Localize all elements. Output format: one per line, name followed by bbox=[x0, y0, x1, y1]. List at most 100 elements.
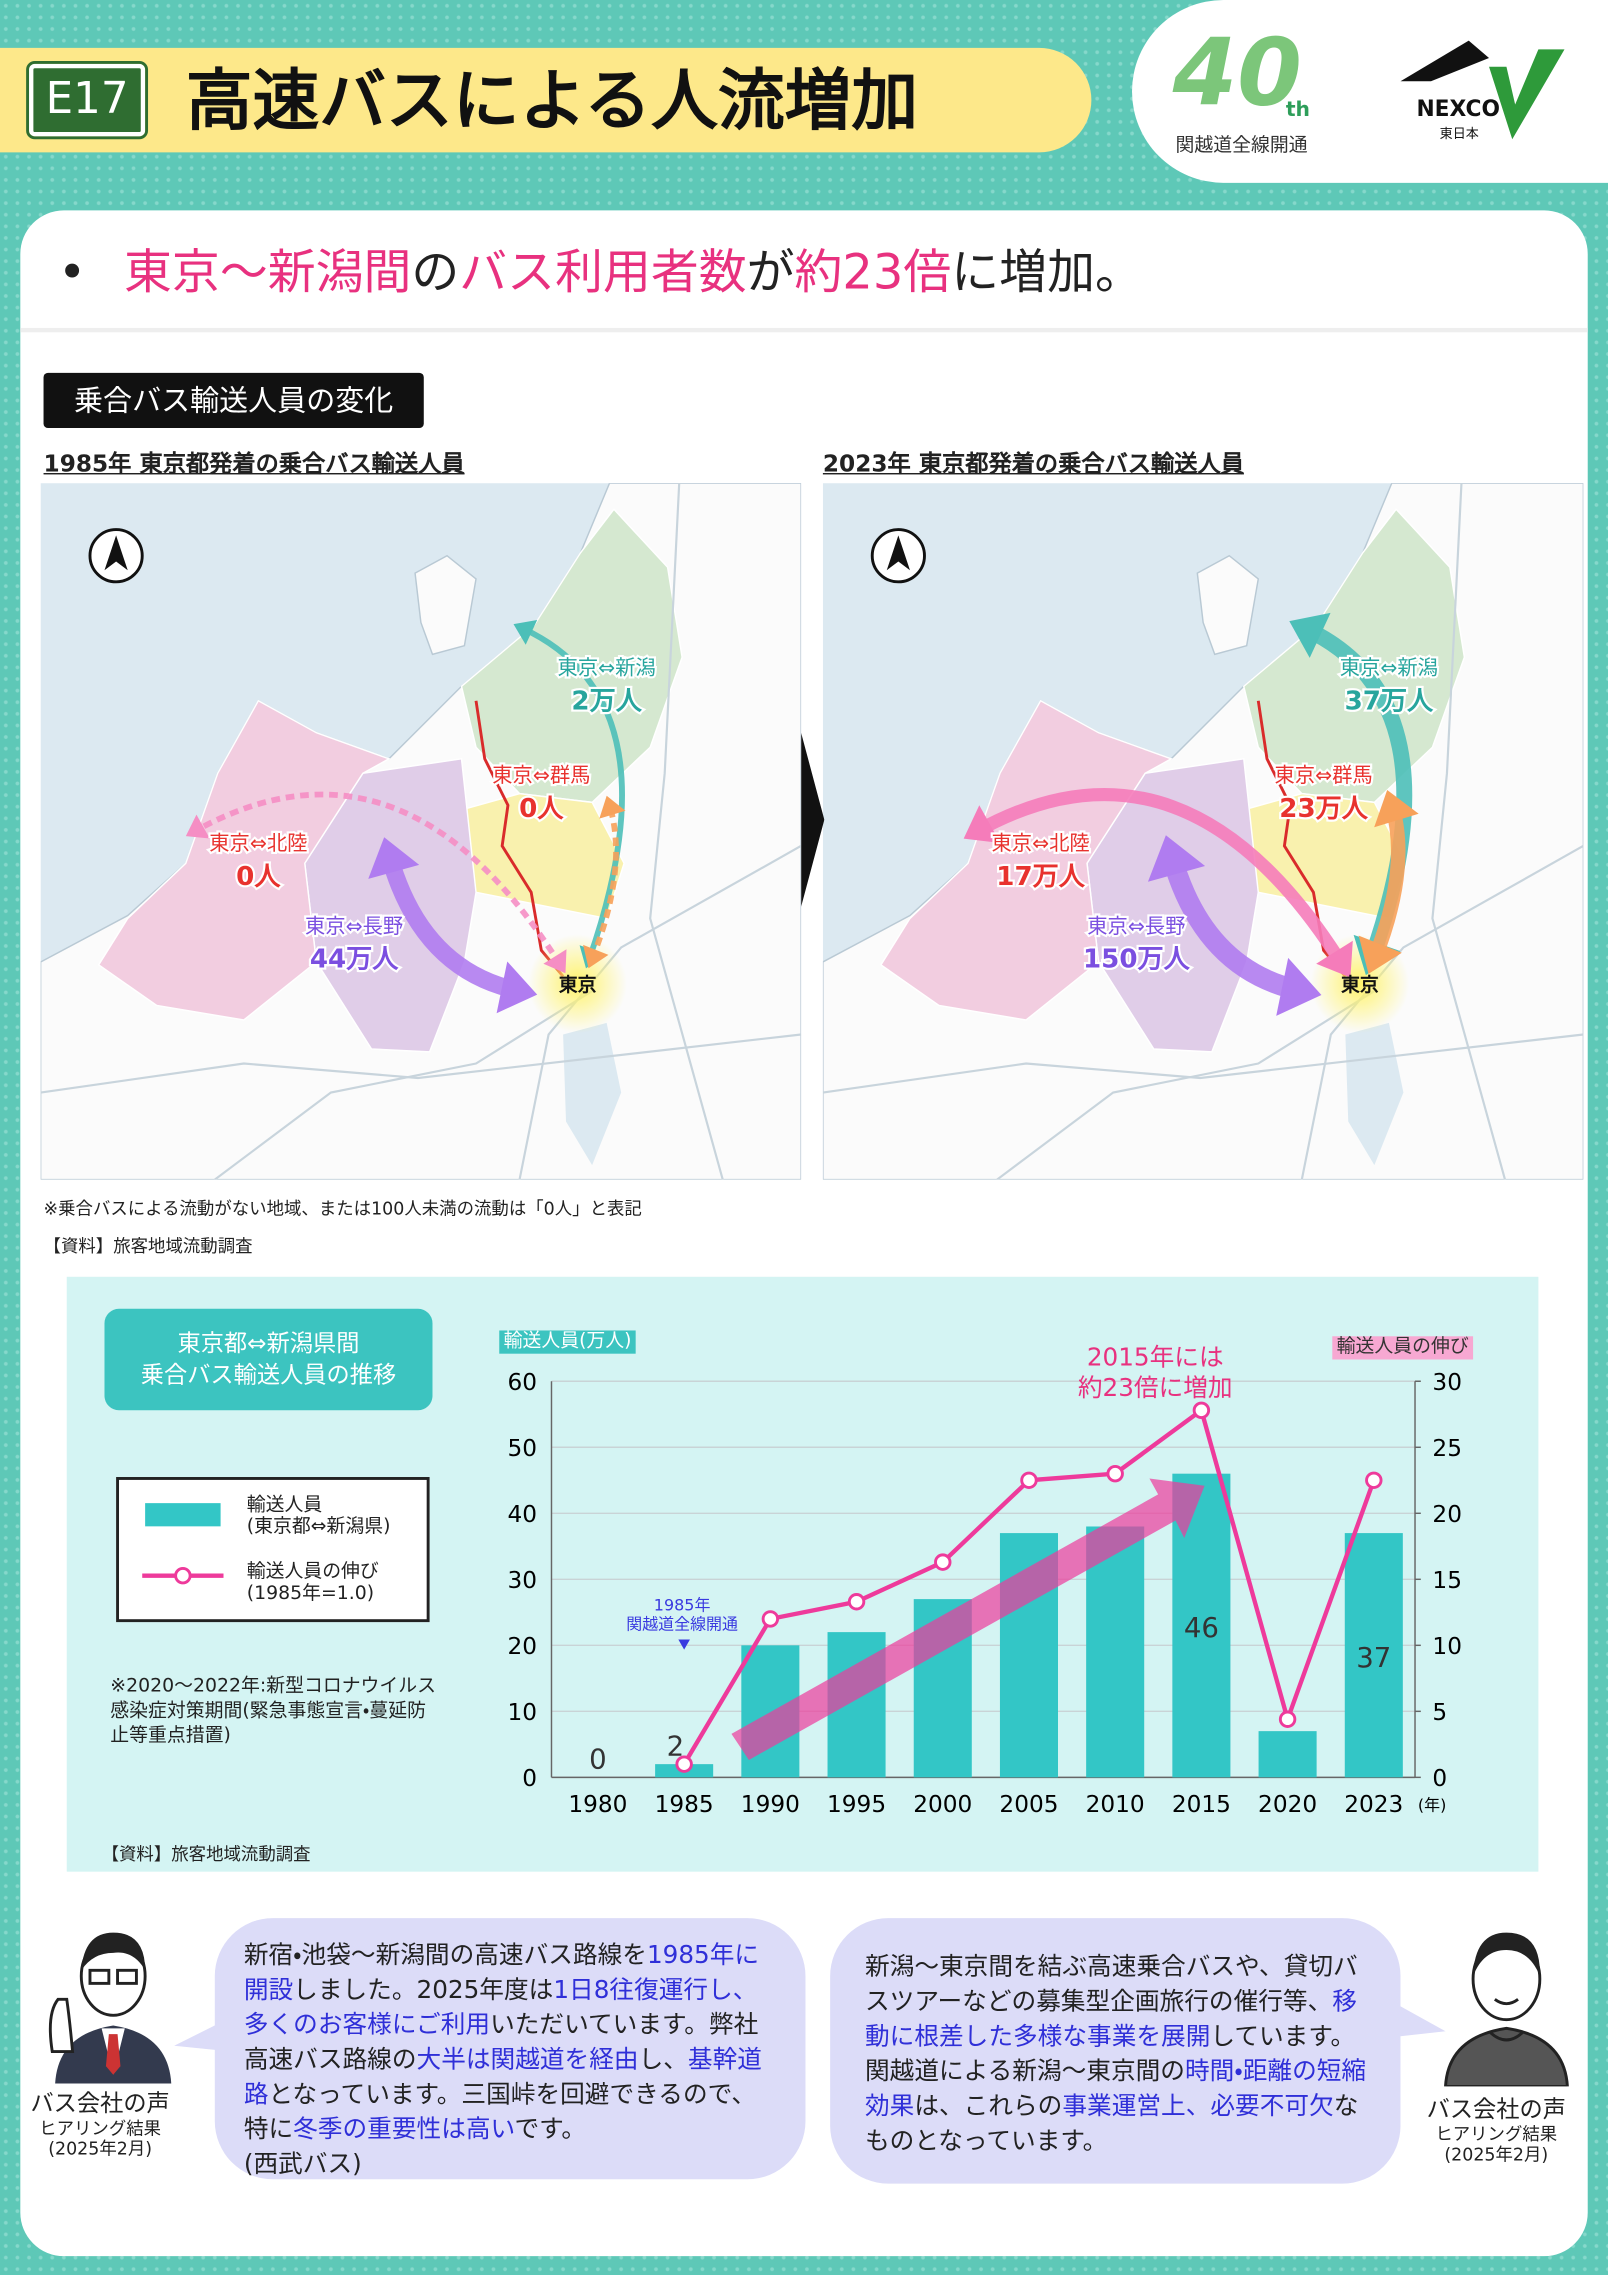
route-label: 東京⇔群馬 bbox=[492, 763, 590, 787]
voice-text: 事業運営上、必要不可欠 bbox=[1062, 2092, 1334, 2122]
route-value: 37万人 bbox=[1345, 686, 1434, 716]
headline-text: の bbox=[411, 243, 460, 301]
route-arrow bbox=[973, 788, 1348, 969]
route-value: 0人 bbox=[519, 794, 564, 824]
line-marker bbox=[1365, 1471, 1383, 1489]
voice-text: です。 (西武バス) bbox=[243, 2115, 587, 2180]
x-tick-label: 2000 bbox=[913, 1791, 972, 1818]
x-tick-label: 2015 bbox=[1172, 1791, 1231, 1818]
y2-tick-label: 30 bbox=[1432, 1369, 1462, 1396]
route-arrow bbox=[380, 852, 522, 1000]
headline: • 東京～新潟間のバス利用者数が約23倍に増加。 bbox=[58, 232, 1143, 313]
data-label: 46 bbox=[1184, 1611, 1219, 1644]
island bbox=[1196, 554, 1260, 656]
y-tick-label: 50 bbox=[507, 1435, 537, 1462]
bay bbox=[563, 1022, 622, 1166]
road bbox=[996, 990, 1375, 1180]
route-value: 23万人 bbox=[1279, 794, 1368, 824]
logo-mark: 40 bbox=[1172, 18, 1302, 126]
line-marker bbox=[934, 1553, 952, 1571]
data-label: 37 bbox=[1356, 1641, 1391, 1674]
section-label: 乗合バス輸送人員の変化 bbox=[43, 372, 424, 429]
speech-bubble: 新潟～東京間を結ぶ高速乗合バスや、貸切バスツアーなどの募集型企画旅行の催行等、移… bbox=[830, 1918, 1401, 2184]
arrow-head bbox=[543, 949, 567, 974]
legend-line bbox=[142, 1566, 224, 1585]
bar bbox=[1086, 1526, 1145, 1778]
brand-roof bbox=[1400, 40, 1490, 82]
legend-swatch bbox=[145, 1503, 221, 1527]
y-tick-label: 40 bbox=[507, 1501, 537, 1528]
route-value: 2万人 bbox=[571, 686, 642, 716]
arrow-head bbox=[1374, 789, 1419, 828]
hand bbox=[48, 1997, 75, 2054]
x-tick-label: 1985 bbox=[655, 1791, 714, 1818]
arrow-head bbox=[496, 961, 538, 1014]
route-arrow bbox=[193, 791, 563, 967]
brand-check bbox=[1489, 49, 1565, 140]
voice-text: しました。2025年度は bbox=[293, 1976, 554, 2006]
x-tick-label: 1995 bbox=[827, 1791, 886, 1818]
route-label: 東京⇔新潟 bbox=[558, 656, 656, 680]
x-tick-label: 2023 bbox=[1344, 1791, 1403, 1818]
chevron bbox=[801, 732, 825, 907]
chart-source: 【資料】旅客地域流動調査 bbox=[101, 1844, 311, 1865]
sweater bbox=[1444, 2026, 1569, 2087]
voice-text: 冬季の重要性は高い bbox=[293, 2115, 515, 2145]
voice-text: しています。関越道による新潟～東京間の bbox=[864, 2022, 1356, 2087]
voice-text: 時間・距離の短縮効果 bbox=[864, 2057, 1367, 2122]
trend-arrow bbox=[731, 1478, 1205, 1760]
headline-text: バス利用者数 bbox=[459, 243, 747, 301]
glasses bbox=[88, 1968, 111, 1985]
plot: 0 10 20 30 40 50 60 0 5 10 15 20 25 30 0 2 46 37 1980 1985 1… bbox=[507, 1369, 1462, 1818]
y-axis-title: 輸送人員(万人) bbox=[499, 1330, 636, 1354]
hair bbox=[1473, 1932, 1540, 1977]
bullet: • bbox=[58, 243, 87, 301]
y2-tick-label: 10 bbox=[1432, 1633, 1462, 1660]
line-marker bbox=[1192, 1401, 1211, 1420]
line-marker bbox=[675, 1755, 693, 1773]
voice-text: なものとなっています。 bbox=[864, 2092, 1359, 2157]
route-arrow bbox=[589, 804, 619, 961]
headline-text: が bbox=[746, 243, 795, 301]
region-hokuriku bbox=[97, 699, 391, 1021]
voice-text: 基幹道路 bbox=[243, 2045, 762, 2110]
road bbox=[822, 1033, 1584, 1094]
bubble-tail bbox=[174, 2016, 233, 2052]
title-bar bbox=[0, 47, 1092, 153]
x-tick-label: 1980 bbox=[568, 1791, 627, 1818]
voice-text: となっています。三国峠を回避できるので、特に bbox=[243, 2080, 757, 2145]
y2-tick-label: 5 bbox=[1432, 1699, 1447, 1726]
speaker: バス会社の声 bbox=[30, 2089, 170, 2117]
line-marker bbox=[1020, 1471, 1038, 1489]
tail-shape bbox=[1393, 2002, 1446, 2038]
tie bbox=[105, 2034, 121, 2075]
data-label: 0 bbox=[589, 1743, 607, 1776]
y2-tick-label: 20 bbox=[1432, 1501, 1462, 1528]
road bbox=[40, 1033, 802, 1094]
route-label: 東京⇔群馬 bbox=[1274, 763, 1372, 787]
arrow-head bbox=[1276, 957, 1322, 1016]
road bbox=[649, 483, 724, 1180]
map-title: 2023年 東京都発着の乗合バス輸送人員 bbox=[822, 449, 1244, 478]
route-arrow bbox=[1161, 851, 1305, 1001]
arrow-head bbox=[513, 620, 538, 645]
caption: バス会社の声 ヒアリング結果 (2025年2月) bbox=[1402, 2089, 1591, 2165]
route-value: 44万人 bbox=[310, 945, 399, 975]
y2-axis-title: 輸送人員の伸び bbox=[1332, 1336, 1474, 1360]
route-value: 150万人 bbox=[1083, 945, 1191, 975]
logo-sup: th bbox=[1286, 97, 1310, 121]
date: (2025年2月) bbox=[48, 2138, 153, 2159]
route-label: 東京⇔長野 bbox=[305, 914, 403, 938]
caption: バス会社の声 ヒアリング結果 (2025年2月) bbox=[6, 2083, 195, 2159]
city-label: 東京 bbox=[1341, 973, 1379, 996]
logos: 40 th 関越道全線開通 NEXCO 東日本 bbox=[1172, 18, 1565, 156]
arrow-head bbox=[963, 805, 1001, 844]
arrow-head bbox=[1147, 835, 1206, 882]
bar bbox=[1344, 1533, 1403, 1778]
voice-text: いただいています。弊社高速バス路線の bbox=[243, 2010, 759, 2075]
legend: 輸送人員 (東京都⇔新潟県) 輸送人員の伸び (1985年=1.0) bbox=[116, 1477, 430, 1623]
compass-needle bbox=[104, 535, 128, 571]
speaker: バス会社の声 bbox=[1426, 2095, 1566, 2123]
